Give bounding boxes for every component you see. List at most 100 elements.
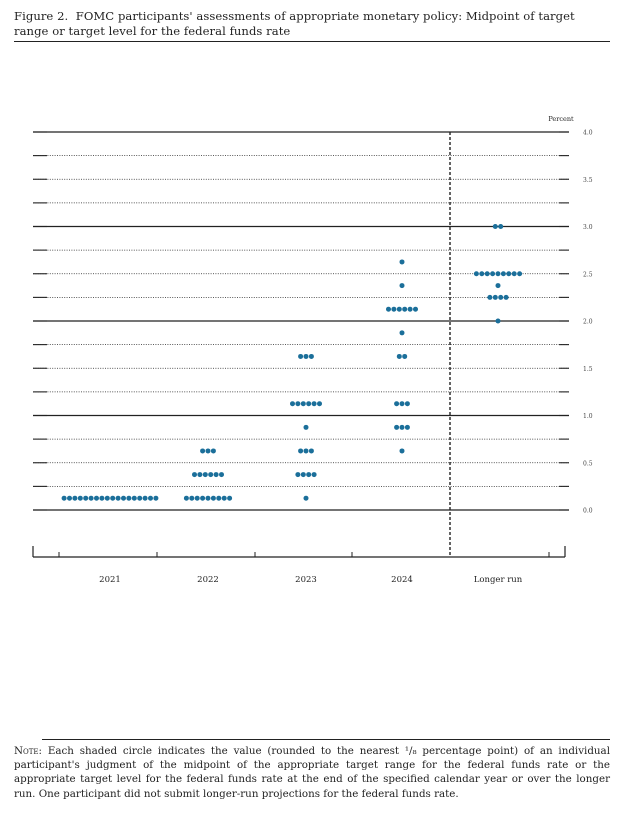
participant-dot	[210, 495, 216, 501]
participant-dot	[298, 448, 304, 454]
participant-dot	[131, 495, 137, 501]
participant-dot	[227, 495, 233, 501]
participant-dot	[495, 271, 501, 277]
participant-dot	[126, 495, 132, 501]
participant-dot	[295, 401, 301, 407]
participant-dot	[303, 424, 309, 430]
y-axis-label: Percent	[548, 115, 574, 123]
participant-dot	[67, 495, 72, 501]
participant-dot	[61, 495, 67, 501]
participant-dot	[219, 472, 224, 478]
participant-dot	[404, 401, 410, 407]
participant-dot	[221, 495, 227, 501]
participant-dot	[88, 495, 94, 501]
participant-dot	[308, 448, 314, 454]
participant-dot	[295, 472, 301, 478]
participant-dot	[303, 495, 309, 501]
participant-dot	[298, 353, 304, 359]
note-rule	[42, 739, 610, 740]
note-text: Each shaded circle indicates the value (…	[14, 745, 610, 800]
participant-dot	[137, 495, 143, 501]
participant-dot	[386, 306, 391, 312]
participant-dot	[399, 259, 405, 265]
caption-text: FOMC participants' assessments of approp…	[14, 9, 575, 38]
participant-dot	[205, 495, 211, 501]
figure-note: Note: Each shaded circle indicates the v…	[14, 744, 610, 801]
participant-dot	[197, 472, 203, 478]
participant-dot	[83, 495, 89, 501]
participant-dot	[300, 401, 306, 407]
participant-dot	[506, 271, 512, 277]
participant-dot	[210, 448, 216, 454]
participant-dot	[311, 472, 317, 478]
participant-dot	[394, 424, 400, 430]
participant-dot	[517, 271, 523, 277]
participant-dot	[399, 424, 405, 430]
participant-dot	[487, 294, 493, 300]
y-tick-label: 1.5	[583, 366, 593, 373]
participant-dot	[148, 495, 153, 501]
participant-dot	[99, 495, 105, 501]
caption-rule	[14, 41, 610, 42]
participant-dot	[189, 495, 195, 501]
y-tick-label: 2.5	[583, 271, 593, 278]
y-tick-label: 0.0	[583, 508, 593, 515]
participant-dot	[303, 353, 309, 359]
participant-dot	[402, 306, 408, 312]
participant-dot	[394, 401, 400, 407]
participant-dot	[490, 271, 496, 277]
participant-dot	[495, 283, 501, 289]
participant-dot	[407, 306, 413, 312]
participant-dot	[399, 448, 405, 454]
participant-dot	[200, 448, 206, 454]
participant-dot	[413, 306, 418, 312]
participant-dot	[498, 224, 504, 229]
x-tick-label: 2021	[99, 575, 121, 585]
x-tick-label: 2023	[295, 575, 317, 585]
y-tick-label: 1.0	[583, 413, 593, 420]
participant-dot	[205, 448, 211, 454]
participant-dot	[391, 306, 397, 312]
participant-dot	[498, 294, 504, 300]
participant-dot	[479, 271, 485, 277]
participant-dot	[121, 495, 126, 501]
participant-dot	[77, 495, 83, 501]
participant-dot	[306, 472, 312, 478]
participant-dot	[110, 495, 116, 501]
participant-dot	[303, 448, 309, 454]
participant-dot	[396, 353, 402, 359]
participant-dot	[511, 271, 517, 277]
participant-dot	[473, 271, 479, 277]
participant-dot	[213, 472, 219, 478]
participant-dot	[399, 330, 405, 336]
participant-dot	[484, 271, 490, 277]
participant-dot	[300, 472, 306, 478]
participant-dot	[399, 283, 405, 289]
caption-label: Figure 2.	[14, 9, 69, 23]
participant-dot	[503, 294, 509, 300]
dot-plot-chart: 0.0 0.5 1.0 1.5 2.0 2.5 3.0 3.5 4.0 Percent 2021 20…	[32, 115, 593, 585]
participant-dot	[402, 353, 408, 359]
participant-dot	[396, 306, 402, 312]
participant-dot	[183, 495, 189, 501]
x-tick-label: 2024	[391, 575, 413, 585]
y-tick-label: 3.0	[583, 224, 593, 231]
y-tick-label: 3.5	[583, 177, 593, 184]
participant-dot	[115, 495, 121, 501]
figure-caption: Figure 2. FOMC participants' assessments…	[14, 9, 610, 39]
participant-dot	[308, 353, 314, 359]
participant-dot	[306, 401, 312, 407]
y-tick-label: 0.5	[583, 460, 593, 467]
participant-dot	[200, 495, 206, 501]
participant-dot	[290, 401, 295, 407]
participant-dot	[208, 472, 214, 478]
participant-dot	[500, 271, 506, 277]
participant-dot	[311, 401, 317, 407]
participant-dot	[492, 294, 498, 300]
note-label: Note:	[14, 745, 42, 757]
participant-dot	[94, 495, 99, 501]
participant-dot	[202, 472, 208, 478]
participant-dot	[72, 495, 78, 501]
participant-dot	[404, 424, 410, 430]
participant-dot	[153, 495, 159, 501]
